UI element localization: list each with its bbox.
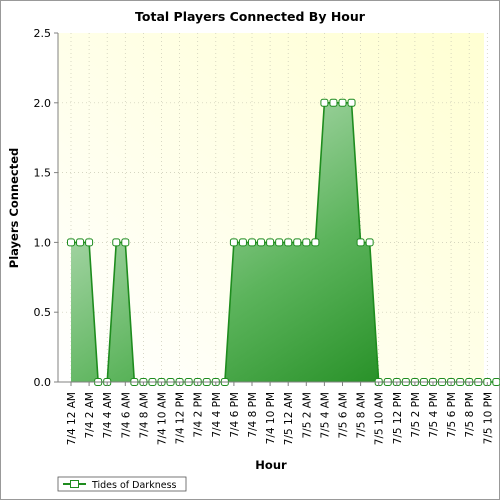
x-tick-label: 7/5 6 PM [446, 392, 458, 438]
data-point [302, 238, 311, 247]
data-point [112, 238, 121, 247]
y-axis-label: Players Connected [7, 148, 21, 268]
x-tick-label: 7/4 10 AM [157, 392, 169, 445]
x-tick-label: 7/5 2 AM [301, 392, 313, 439]
data-point [338, 98, 347, 107]
data-point [248, 238, 256, 247]
data-point [347, 98, 356, 107]
x-tick-label: 7/5 10 AM [374, 392, 386, 445]
data-point [275, 238, 284, 247]
data-point [356, 238, 365, 247]
x-tick-label: 7/4 10 PM [265, 392, 277, 444]
x-tick-label: 7/5 12 AM [283, 392, 295, 445]
x-tick-label: 7/4 12 AM [66, 392, 78, 445]
y-tick-layer: 0.0 0.5 1.0 1.5 2.0 2.5 [34, 27, 58, 389]
y-tick-label: 1.5 [34, 167, 52, 180]
data-point [85, 238, 94, 247]
y-tick-label: 2.5 [34, 27, 52, 40]
x-tick-layer: 7/4 12 AM 7/4 2 AM 7/4 4 AM 7/4 6 AM 7/4 8 A… [66, 382, 494, 445]
data-point [365, 238, 374, 247]
data-point [329, 98, 338, 107]
x-tick-label: 7/4 2 AM [84, 392, 96, 439]
x-tick-label: 7/5 8 PM [464, 392, 476, 438]
legend-box [57, 476, 187, 492]
y-tick-label: 2.0 [34, 97, 52, 110]
y-tick-label: 0.5 [34, 306, 52, 319]
x-tick-label: 7/5 4 AM [319, 392, 331, 439]
x-tick-label: 7/5 4 PM [428, 392, 440, 438]
x-tick-label: 7/4 8 AM [138, 392, 150, 439]
x-tick-label: 7/5 2 PM [410, 392, 422, 438]
chart-title: Total Players Connected By Hour [135, 9, 366, 24]
y-tick-label: 1.0 [34, 236, 52, 249]
legend-series-label: Tides of Darkness [91, 480, 177, 491]
data-point [320, 98, 329, 107]
x-tick-label: 7/4 8 PM [247, 392, 259, 438]
x-tick-label: 7/5 10 PM [482, 392, 494, 444]
data-point [311, 238, 320, 247]
data-point [67, 238, 75, 247]
x-tick-label: 7/4 4 AM [102, 392, 114, 439]
y-tick-label: 0.0 [34, 376, 52, 389]
x-tick-label: 7/5 12 PM [392, 392, 404, 444]
data-point [293, 238, 302, 247]
x-axis-label: Hour [255, 458, 287, 472]
data-point [492, 378, 500, 386]
x-tick-label: 7/5 8 AM [356, 392, 368, 439]
x-tick-label: 7/4 6 PM [229, 392, 241, 438]
data-point [238, 238, 247, 247]
x-tick-label: 7/4 2 PM [193, 392, 205, 438]
legend: Tides of Darkness [57, 476, 187, 492]
data-point [266, 238, 275, 247]
data-point [76, 238, 85, 247]
data-point [257, 238, 266, 247]
data-point [284, 238, 293, 247]
data-point [121, 238, 130, 247]
legend-swatch-marker [70, 480, 79, 488]
x-tick-label: 7/4 6 AM [120, 392, 132, 439]
x-tick-label: 7/4 12 PM [175, 392, 187, 444]
x-tick-label: 7/5 6 AM [338, 392, 350, 439]
x-tick-label: 7/4 4 PM [211, 392, 223, 438]
data-point [229, 238, 238, 247]
